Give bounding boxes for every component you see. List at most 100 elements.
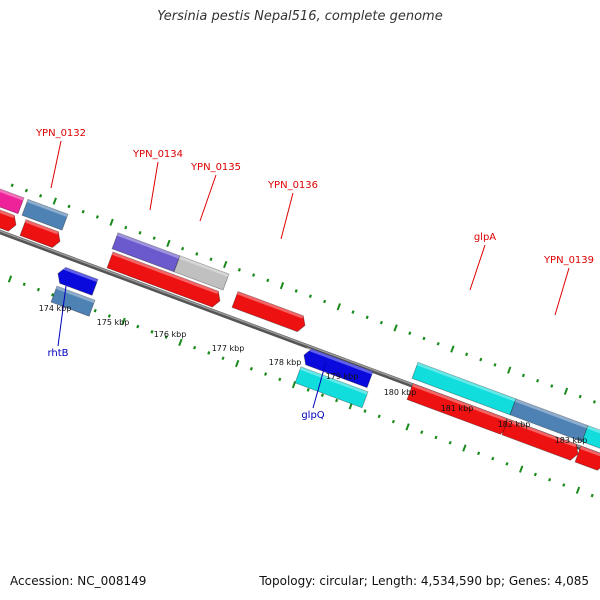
outer-tick-minor	[209, 257, 213, 262]
inner-tick-minor	[93, 308, 97, 313]
outer-tick-minor	[408, 331, 412, 335]
outer-tick-minor	[24, 188, 28, 193]
feature-ypn0132-type-shape	[21, 198, 69, 231]
inner-tick-major	[291, 381, 297, 389]
inner-tick-minor	[207, 351, 211, 355]
feature-ypn0134-type-shine	[116, 232, 180, 259]
feature-glpa-type-shape	[411, 361, 517, 416]
feature-ypn0139-type	[509, 398, 589, 443]
inner-tick-minor	[164, 335, 168, 339]
feature-ypn0139-cds-shine	[506, 418, 577, 448]
feature-ypn0139-cds-shape	[501, 418, 579, 461]
feature-ypn0139-type-shape	[509, 398, 589, 443]
feature-ypn0132-cds-shape	[19, 219, 61, 248]
ruler-label-178-kbp: 178 kbp	[269, 358, 302, 367]
outer-tick-minor	[550, 384, 554, 388]
outer-tick-minor	[266, 278, 270, 283]
inner-tick-major	[575, 486, 581, 494]
outer-tick-major	[336, 303, 341, 311]
feature-ypn0136-cds-shape	[231, 290, 306, 333]
outer-tick-minor	[39, 194, 43, 198]
outer-tick-major	[450, 345, 455, 353]
feature-red-left-shape	[0, 207, 17, 232]
inner-tick-minor	[150, 330, 154, 334]
outer-tick-minor	[181, 246, 185, 251]
inner-tick-minor	[448, 440, 452, 445]
gene-leader-ypn-0134	[149, 161, 159, 211]
outer-tick-minor	[592, 400, 596, 404]
gene-label-ypn-0135: YPN_0135	[190, 162, 241, 173]
inner-tick-major	[178, 338, 183, 347]
feature-glpa-type	[411, 361, 517, 416]
outer-tick-minor	[351, 310, 355, 314]
feature-ypn0132-type-shine	[26, 199, 68, 218]
outer-tick-minor	[365, 315, 369, 320]
inner-tick-major	[121, 317, 126, 325]
gene-leader-ypn-0135	[199, 174, 217, 222]
gene-label-glpq: glpQ	[301, 410, 324, 421]
outer-tick-minor	[294, 289, 298, 293]
feature-rhtb-cds-shape	[57, 266, 99, 296]
outer-tick-minor	[124, 225, 128, 230]
inner-tick-minor	[107, 314, 111, 318]
map-title: Yersinia pestis Nepal516, complete genom…	[157, 9, 443, 24]
inner-tick-minor	[590, 493, 594, 498]
feature-ypn0132-type	[21, 198, 69, 231]
inner-tick-minor	[363, 409, 367, 413]
genome-summary-text: Topology: circular; Length: 4,534,590 bp…	[259, 574, 589, 588]
gene-label-ypn-0136: YPN_0136	[267, 180, 318, 191]
ruler-label-183-kbp: 183 kbp	[555, 436, 588, 445]
feature-glpq-type	[294, 366, 369, 409]
inner-tick-minor	[51, 293, 55, 297]
outer-tick-minor	[493, 363, 497, 367]
feature-right-type	[581, 425, 600, 450]
feature-ypn0132-cds-shine	[24, 219, 59, 235]
feature-rhtb-type-shape	[50, 285, 96, 317]
feature-glpa-cds-shine	[411, 383, 507, 422]
gene-leader-rhtb	[57, 285, 67, 347]
inner-tick-major	[235, 359, 240, 368]
outer-tick-minor	[67, 204, 71, 209]
inner-tick-major	[519, 465, 524, 473]
outer-tick-minor	[323, 299, 327, 304]
feature-ypn0139-type-shine	[514, 398, 588, 429]
inner-tick-minor	[505, 462, 509, 466]
feature-rhtb-cds-shine	[59, 265, 98, 283]
feature-magenta-left-shape	[0, 185, 25, 215]
feature-ypn0134-0135-cds-shape	[106, 251, 221, 308]
inner-tick-major	[7, 275, 13, 283]
inner-tick-minor	[193, 345, 197, 350]
outer-tick-minor	[578, 394, 582, 399]
gene-leader-ypn-0132	[50, 140, 62, 189]
ruler-label-174-kbp: 174 kbp	[39, 304, 72, 313]
feature-ypn0136-cds-shine	[236, 291, 304, 319]
gene-leader-glpa	[469, 244, 486, 291]
gene-leader-ypn-0136	[280, 192, 294, 240]
inner-tick-minor	[264, 372, 268, 376]
feature-ypn0135-type	[173, 255, 230, 291]
feature-ypn0136-cds	[231, 290, 306, 333]
feature-ypn0135-type-shine	[178, 255, 229, 277]
inner-tick-minor	[562, 483, 566, 487]
inner-tick-minor	[221, 356, 225, 361]
inner-tick-major	[462, 444, 467, 452]
outer-tick-major	[393, 324, 398, 332]
ruler-label-181-kbp: 181 kbp	[441, 404, 474, 413]
inner-tick-minor	[477, 451, 481, 456]
feature-ypn0132-cds	[19, 219, 61, 248]
inner-tick-minor	[377, 414, 381, 419]
inner-tick-minor	[335, 398, 339, 403]
kbp-ruler-labels: 174 kbp 175 kbp 176 kbp 177 kbp 178 kbp 179 k…	[39, 304, 588, 445]
outer-tick-minor	[95, 215, 99, 219]
outer-tick-minor	[252, 273, 256, 277]
ruler-label-179-kbp: 179 kbp	[326, 372, 359, 381]
feature-magenta-left	[0, 185, 25, 215]
gene-label-ypn-0139: YPN_0139	[543, 255, 594, 266]
outer-tick-minor	[465, 352, 469, 357]
outer-tick-major	[52, 197, 57, 205]
feature-right-cds	[574, 445, 600, 471]
inner-tick-minor	[306, 388, 310, 392]
feature-glpq-cds	[303, 347, 374, 389]
inner-tick-minor	[420, 430, 424, 434]
